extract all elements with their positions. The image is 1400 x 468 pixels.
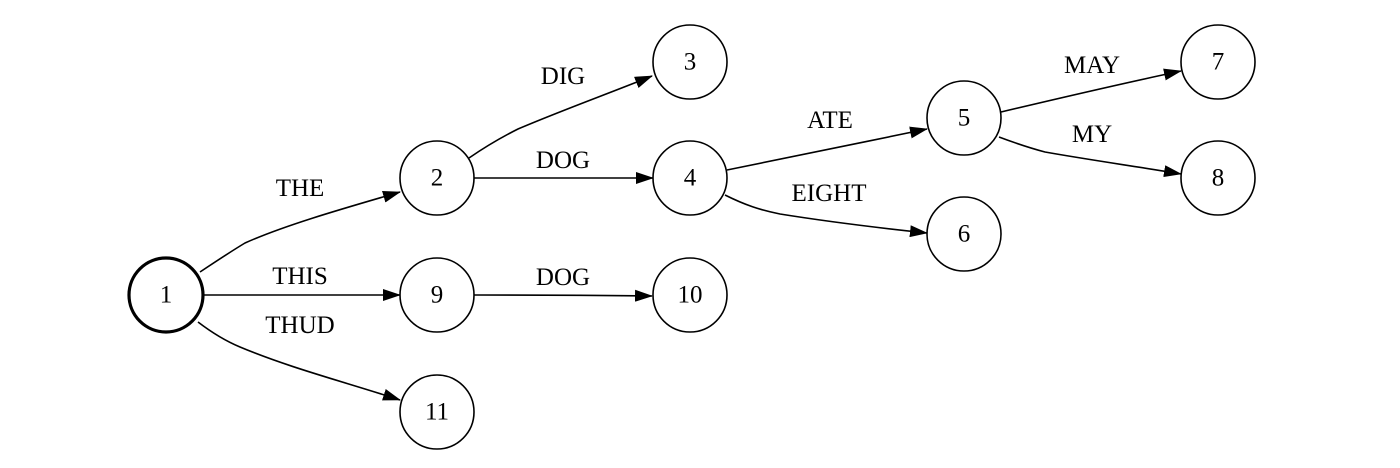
node-label: 2: [431, 165, 444, 192]
edge-1-11: THUD: [197, 312, 401, 401]
node-7: 7: [1180, 24, 1256, 100]
edges-layer: THE THIS THUD DIG DOG ATE EIGHT MAY MY DOG: [197, 52, 1182, 401]
edge-4-5: ATE: [726, 107, 928, 171]
edge-label: THIS: [272, 263, 328, 290]
edge-label: MAY: [1064, 52, 1120, 79]
edge-label: DOG: [536, 147, 590, 174]
nodes-layer: 1 2 3 4 5 6 7 8 9 10 11: [127, 24, 1256, 450]
node-label: 6: [958, 221, 971, 248]
node-circle: [399, 374, 475, 450]
node-label: 3: [684, 49, 697, 76]
edge-label: DOG: [536, 264, 590, 291]
edge-arrow: [199, 190, 401, 273]
edge-label: THE: [276, 175, 325, 202]
edge-label: EIGHT: [792, 180, 867, 207]
node-1: 1: [127, 256, 205, 334]
edge-arrow: [197, 321, 401, 401]
node-circle: [1180, 24, 1256, 100]
edge-arrow: [998, 136, 1182, 178]
edge-1-9: THIS: [203, 263, 401, 301]
node-circle: [399, 140, 475, 216]
node-3: 3: [652, 24, 728, 100]
node-circle: [1180, 140, 1256, 216]
node-8: 8: [1180, 140, 1256, 216]
start-node-circle: [127, 256, 205, 334]
node-6: 6: [926, 196, 1002, 272]
node-label: 10: [678, 282, 703, 309]
node-9: 9: [399, 257, 475, 333]
node-label: 7: [1212, 49, 1225, 76]
edge-9-10: DOG: [473, 264, 653, 302]
node-label: 11: [425, 399, 449, 426]
node-circle: [652, 140, 728, 216]
node-10: 10: [652, 257, 728, 333]
node-circle: [652, 24, 728, 100]
node-2: 2: [399, 140, 475, 216]
node-circle: [399, 257, 475, 333]
node-circle: [926, 80, 1002, 156]
edge-label: MY: [1072, 121, 1112, 148]
edge-5-8: MY: [998, 121, 1182, 178]
node-circle: [652, 257, 728, 333]
node-11: 11: [399, 374, 475, 450]
edge-label: ATE: [807, 107, 853, 134]
edge-5-7: MAY: [1000, 52, 1182, 113]
edge-2-4: DOG: [474, 147, 654, 184]
edge-1-2: THE: [199, 175, 401, 273]
edge-4-6: EIGHT: [724, 180, 928, 238]
node-label: 1: [160, 282, 173, 309]
node-circle: [926, 196, 1002, 272]
node-label: 4: [684, 165, 697, 192]
node-label: 9: [431, 282, 444, 309]
edge-arrow: [473, 289, 653, 302]
edge-label: THUD: [265, 312, 334, 339]
node-5: 5: [926, 80, 1002, 156]
node-label: 5: [958, 105, 971, 132]
edge-arrow: [468, 75, 653, 159]
edge-label: DIG: [541, 63, 585, 90]
edge-arrow: [724, 194, 928, 238]
edge-2-3: DIG: [468, 63, 653, 159]
edge-arrow: [726, 126, 928, 171]
edge-arrow: [1000, 68, 1182, 113]
node-label: 8: [1212, 165, 1225, 192]
node-4: 4: [652, 140, 728, 216]
